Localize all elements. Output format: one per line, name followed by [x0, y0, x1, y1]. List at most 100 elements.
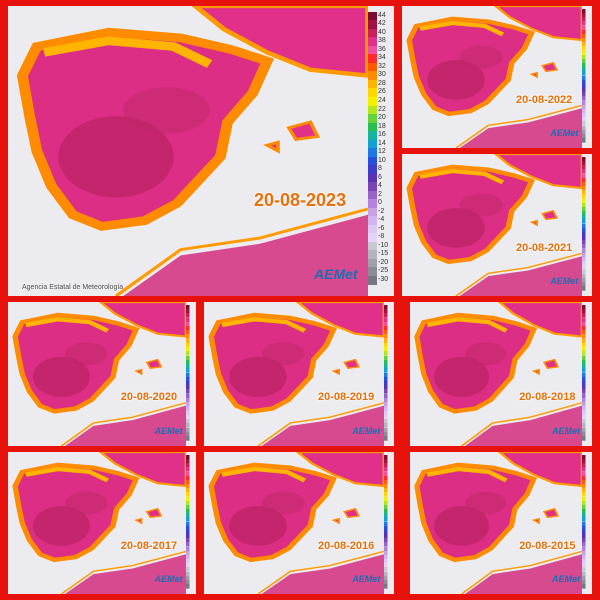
scale-cell — [186, 304, 190, 310]
scale-cell — [186, 393, 190, 399]
scale-cell — [186, 509, 190, 514]
scale-cell — [582, 313, 586, 319]
scale-cell — [384, 427, 388, 433]
scale-cell — [186, 372, 190, 378]
scale-cell — [186, 326, 190, 331]
scale-cell — [582, 248, 586, 254]
scale-cell — [582, 261, 586, 266]
scale-cell — [186, 321, 190, 327]
scale-cell — [582, 567, 586, 573]
scale-cell — [384, 454, 388, 460]
scale-cell — [186, 546, 190, 552]
scale-cell — [582, 29, 586, 35]
scale-label: 34 — [378, 54, 386, 62]
scale-cell — [582, 240, 586, 245]
scale-cell — [582, 13, 586, 18]
scale-cell — [186, 479, 190, 485]
scale-cell — [582, 479, 586, 485]
scale-cell — [582, 161, 586, 166]
scale-cell — [368, 182, 378, 192]
scale-cell — [368, 37, 378, 47]
scale-cell — [384, 397, 388, 403]
scale-cell — [368, 258, 378, 268]
scale-cell — [582, 376, 586, 382]
scale-cell — [384, 521, 388, 527]
scale-cell — [384, 393, 388, 399]
scale-cell — [582, 389, 586, 395]
scale-cell — [582, 113, 586, 118]
scale-cell — [582, 121, 586, 127]
scale-cell — [582, 38, 586, 43]
scale-cell — [582, 219, 586, 225]
scale-cell — [186, 330, 190, 335]
scale-cell — [186, 347, 190, 352]
scale-cell — [582, 88, 586, 93]
scale-cell — [582, 423, 586, 429]
agency-name: Agencia Estatal de Meteorología — [22, 284, 124, 291]
scale-cell — [582, 244, 586, 250]
temperature-map — [16, 6, 368, 296]
scale-cell — [186, 500, 190, 506]
scale-cell — [186, 338, 190, 344]
scale-cell — [384, 414, 388, 420]
scale-cell — [186, 436, 190, 441]
scale-cell — [368, 207, 378, 217]
temperature-map — [208, 302, 384, 446]
scale-cell — [582, 186, 586, 191]
scale-cell — [582, 509, 586, 514]
main-map-panel: 44 42 40 38 36 34 32 30 28 26 24 22 20 18 16 14 12 10 8 6 4 2… — [8, 6, 394, 296]
scale-cell — [582, 42, 586, 47]
scale-cell — [582, 108, 586, 114]
scale-cell — [582, 538, 586, 543]
scale-cell — [368, 11, 378, 21]
scale-label: 14 — [378, 139, 386, 147]
scale-cell — [384, 500, 388, 506]
scale-cell — [582, 286, 586, 291]
scale-cell — [582, 252, 586, 258]
map-panel: 20-08-2018 AEMet — [410, 302, 592, 446]
scale-cell — [582, 431, 586, 437]
map-date: 20-08-2017 — [120, 540, 178, 553]
scale-label: -10 — [378, 241, 389, 249]
scale-cell — [384, 559, 388, 564]
scale-cell — [582, 273, 586, 279]
map-date: 20-08-2023 — [254, 190, 347, 210]
map-date: 20-08-2016 — [318, 540, 375, 553]
scale-cell — [186, 488, 190, 493]
scale-cell — [384, 546, 388, 552]
scale-label: 16 — [378, 131, 386, 139]
temperature-map — [12, 452, 186, 594]
scale-cell — [582, 67, 586, 72]
map-panel: 20-08-2022 AEMet — [402, 6, 592, 148]
scale-cell — [582, 529, 586, 535]
scale-cell — [384, 467, 388, 472]
scale-cell — [186, 521, 190, 527]
scale-cell — [186, 359, 190, 365]
scale-cell — [582, 117, 586, 122]
scale-cell — [186, 364, 190, 369]
scale-cell — [582, 236, 586, 241]
temperature-map — [406, 154, 582, 296]
scale-label: 30 — [378, 71, 386, 79]
scale-cell — [384, 509, 388, 514]
scale-cell — [186, 559, 190, 564]
scale-cell — [186, 397, 190, 403]
scale-cell — [384, 334, 388, 340]
temperature-map — [12, 302, 186, 446]
scale-cell — [582, 397, 586, 403]
scale-cell — [582, 427, 586, 433]
scale-cell — [186, 423, 190, 429]
scale-cell — [582, 347, 586, 352]
scale-cell — [186, 309, 190, 314]
scale-cell — [186, 459, 190, 464]
scale-cell — [384, 475, 388, 481]
scale-cell — [384, 376, 388, 382]
scale-cell — [582, 513, 586, 518]
scale-cell — [384, 372, 388, 378]
scale-cell — [186, 496, 190, 502]
scale-cell — [368, 114, 378, 124]
scale-cell — [186, 550, 190, 556]
scale-cell — [186, 406, 190, 412]
scale-cell — [368, 96, 378, 106]
scale-cell — [368, 88, 378, 98]
